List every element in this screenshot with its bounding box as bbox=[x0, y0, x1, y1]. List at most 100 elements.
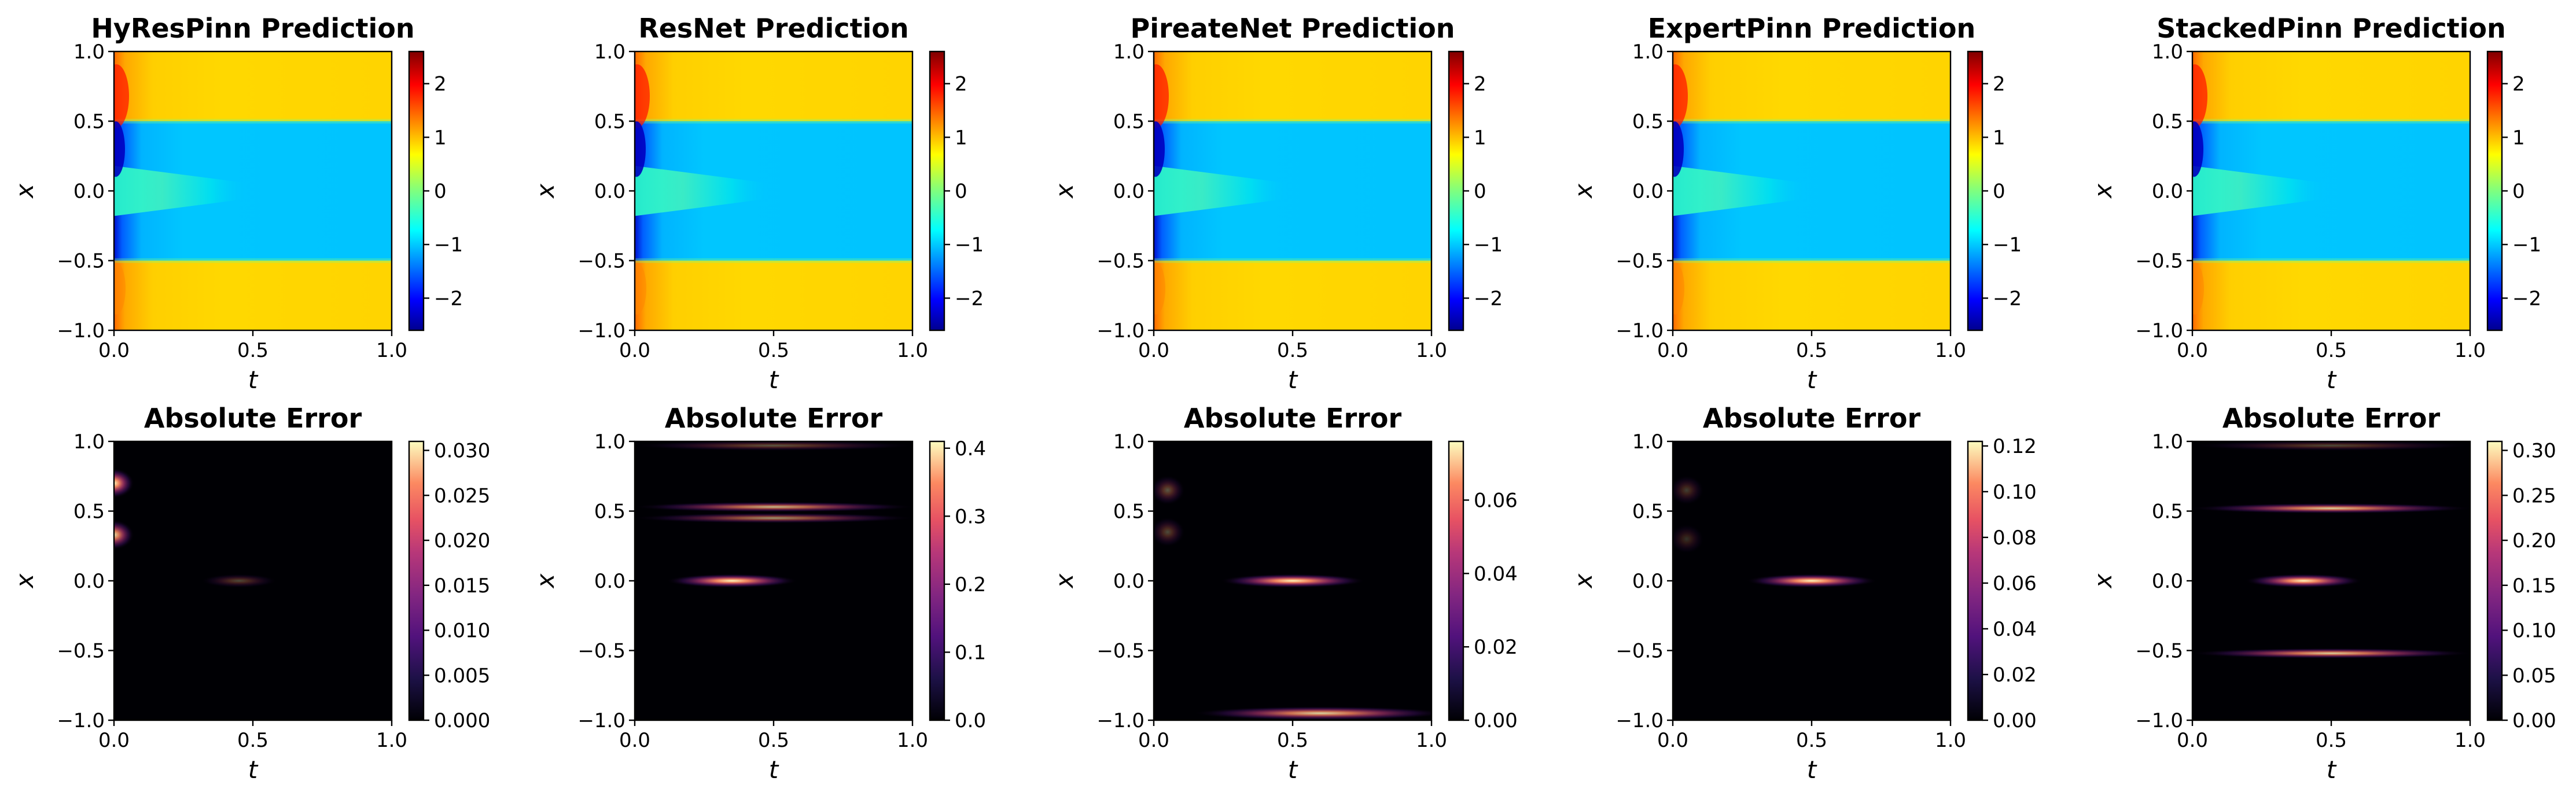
x-tick-label: 1.0 bbox=[897, 729, 928, 752]
y-tick-label: 0.0 bbox=[73, 570, 105, 593]
heatmap-image bbox=[114, 441, 392, 720]
upper-interface bbox=[1154, 119, 1431, 124]
center-wedge bbox=[2192, 165, 2387, 216]
x-axis-label: t bbox=[248, 366, 259, 394]
y-tick-label: 1.0 bbox=[1632, 430, 1664, 454]
center-wedge bbox=[1154, 165, 1348, 216]
y-tick-label: 0.5 bbox=[1632, 500, 1664, 524]
x-tick-label: 0.0 bbox=[1138, 339, 1169, 362]
colorbar-tick-label: 1 bbox=[1474, 126, 1486, 149]
upper-interface bbox=[1673, 119, 1951, 124]
lower-interface bbox=[635, 258, 912, 263]
colorbar-tick-label: 0.00 bbox=[2512, 709, 2556, 732]
y-axis-label: x bbox=[531, 573, 560, 589]
y-tick-label: 0.5 bbox=[1113, 500, 1145, 524]
x-tick-label: 0.0 bbox=[98, 339, 130, 362]
chart-title: Absolute Error bbox=[1703, 403, 1921, 434]
colorbar-tick-label: 0.015 bbox=[434, 574, 490, 598]
colorbar-tick-label: 0.06 bbox=[1993, 572, 2037, 595]
colorbar bbox=[409, 441, 424, 720]
panel-9: Absolute Error 0.0 0.5 1.0 1.0 0.5 0.0 −0.5 −1.0… bbox=[1569, 403, 2037, 784]
colorbar-tick-label: 0 bbox=[434, 180, 447, 203]
colorbar bbox=[1968, 441, 1982, 720]
colorbar-tick-label: 0.20 bbox=[2512, 529, 2556, 552]
colorbar bbox=[1449, 441, 1463, 720]
x-tick-label: 0.5 bbox=[1277, 729, 1308, 752]
colorbar-tick-label: 0.10 bbox=[2512, 620, 2556, 643]
heatmap-image bbox=[2192, 441, 2470, 720]
colorbar-tick-label: 2 bbox=[1474, 73, 1486, 96]
lower-interface bbox=[1154, 258, 1431, 263]
colorbar-tick-label: 0.06 bbox=[1474, 489, 1518, 512]
y-axis-label: x bbox=[1569, 183, 1598, 199]
hot-spot-upper bbox=[635, 64, 650, 128]
colorbar-tick-label: 0.030 bbox=[434, 440, 490, 463]
y-tick-label: −0.5 bbox=[57, 250, 105, 273]
y-tick-label: 1.0 bbox=[594, 40, 625, 64]
error-feature-2 bbox=[1192, 706, 1431, 720]
colorbar-frame bbox=[929, 440, 945, 721]
hot-spot-upper bbox=[114, 64, 129, 128]
chart-title: ResNet Prediction bbox=[638, 13, 908, 44]
y-tick-label: −0.5 bbox=[577, 640, 625, 663]
colorbar-tick-label: 0.010 bbox=[434, 620, 490, 643]
x-tick-label: 1.0 bbox=[1416, 729, 1447, 752]
colorbar-tick-label: 0.0 bbox=[955, 709, 986, 732]
x-tick-label: 1.0 bbox=[2454, 729, 2486, 752]
y-tick-label: 1.0 bbox=[2152, 430, 2183, 454]
y-tick-label: −0.5 bbox=[577, 250, 625, 273]
x-tick-label: 0.5 bbox=[2316, 729, 2347, 752]
colorbar-tick-label: −1 bbox=[1993, 234, 2022, 257]
error-feature-3 bbox=[2244, 574, 2362, 588]
heatmap-image bbox=[635, 441, 912, 720]
colorbar-tick-label: 0.08 bbox=[1993, 526, 2037, 550]
heatmap-image bbox=[114, 51, 392, 330]
x-tick-label: 0.5 bbox=[758, 339, 789, 362]
x-axis-label: t bbox=[1288, 756, 1298, 784]
y-tick-label: 1.0 bbox=[2152, 40, 2183, 64]
colorbar-tick-label: 0.020 bbox=[434, 529, 490, 552]
y-tick-label: 0.5 bbox=[73, 110, 105, 134]
error-feature-1 bbox=[1746, 574, 1878, 588]
y-tick-label: 0.0 bbox=[1113, 180, 1145, 203]
colorbar-tick-label: −1 bbox=[2512, 234, 2541, 257]
colorbar-tick-label: 0.005 bbox=[434, 664, 490, 687]
cold-spot bbox=[114, 121, 125, 177]
y-axis-label: x bbox=[2089, 573, 2117, 589]
y-tick-label: 0.0 bbox=[2152, 180, 2183, 203]
x-tick-label: 1.0 bbox=[1935, 729, 1966, 752]
error-feature-2 bbox=[2192, 648, 2470, 659]
y-tick-label: 0.0 bbox=[594, 180, 625, 203]
x-tick-label: 0.0 bbox=[1138, 729, 1169, 752]
colorbar bbox=[409, 51, 424, 330]
x-axis-label: t bbox=[769, 366, 779, 394]
y-tick-label: 0.0 bbox=[1632, 570, 1664, 593]
x-axis-label: t bbox=[248, 756, 259, 784]
upper-interface bbox=[2192, 119, 2470, 124]
y-tick-label: −0.5 bbox=[1615, 640, 1664, 663]
colorbar-tick-label: 1 bbox=[955, 126, 967, 149]
colorbar-tick-label: −1 bbox=[1474, 234, 1503, 257]
heatmap-image bbox=[635, 51, 912, 330]
center-wedge bbox=[1673, 165, 1867, 216]
y-tick-label: −0.5 bbox=[2135, 250, 2183, 273]
chart-title: HyResPinn Prediction bbox=[91, 13, 414, 44]
colorbar-tick-label: 0.15 bbox=[2512, 574, 2556, 598]
upper-interface bbox=[635, 119, 912, 124]
error-feature-2 bbox=[114, 519, 134, 550]
heatmap-image bbox=[1673, 441, 1951, 720]
x-tick-label: 0.0 bbox=[2177, 339, 2208, 362]
colorbar-tick-label: 2 bbox=[1993, 73, 2005, 96]
colorbar bbox=[930, 51, 944, 330]
x-tick-label: 1.0 bbox=[1416, 339, 1447, 362]
hot-spot-upper bbox=[1673, 64, 1688, 128]
y-tick-label: −0.5 bbox=[1096, 640, 1145, 663]
y-tick-label: −0.5 bbox=[57, 640, 105, 663]
colorbar-tick-label: 0.04 bbox=[1993, 618, 2037, 641]
x-tick-label: 1.0 bbox=[376, 729, 407, 752]
hot-spot-lower bbox=[635, 262, 646, 315]
colorbar-frame bbox=[408, 440, 425, 721]
y-axis-label: x bbox=[1050, 183, 1079, 199]
